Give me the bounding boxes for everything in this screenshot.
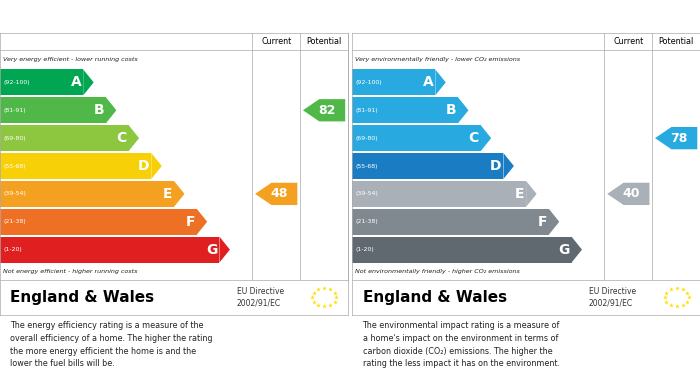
Bar [0,181,174,207]
Text: (39-54): (39-54) [4,191,27,196]
Polygon shape [526,181,537,207]
Text: B: B [94,103,104,117]
Text: C: C [117,131,127,145]
Polygon shape [255,183,298,205]
Text: A: A [423,75,433,90]
Text: D: D [490,159,502,173]
Text: EU Directive
2002/91/EC: EU Directive 2002/91/EC [237,287,284,308]
Text: Environmental Impact (CO₂) Rating: Environmental Impact (CO₂) Rating [359,10,621,23]
Text: 82: 82 [318,104,335,117]
Text: 48: 48 [270,187,288,200]
Text: B: B [446,103,456,117]
Text: D: D [138,159,150,173]
Polygon shape [174,181,185,207]
Polygon shape [655,127,697,149]
Bar [352,153,503,179]
Polygon shape [549,209,559,235]
Polygon shape [458,97,468,123]
Text: C: C [469,131,479,145]
Text: Current: Current [613,37,643,46]
Text: (21-38): (21-38) [4,219,26,224]
Text: (92-100): (92-100) [4,80,30,85]
Text: E: E [515,187,524,201]
Bar [352,97,458,123]
Text: (69-80): (69-80) [356,136,378,141]
Text: 78: 78 [670,132,687,145]
Bar [0,237,219,263]
Bar [352,125,481,151]
Polygon shape [503,153,514,179]
Text: Potential: Potential [307,37,342,46]
Text: E: E [163,187,172,201]
Text: F: F [186,215,195,229]
Text: The energy efficiency rating is a measure of the
overall efficiency of a home. T: The energy efficiency rating is a measur… [10,321,213,368]
Bar [0,97,106,123]
Text: F: F [538,215,547,229]
Text: (1-20): (1-20) [4,247,22,252]
Polygon shape [481,125,491,151]
Text: (55-68): (55-68) [356,163,378,169]
Bar [0,153,151,179]
Text: Very environmentally friendly - lower CO₂ emissions: Very environmentally friendly - lower CO… [355,57,520,62]
Text: (55-68): (55-68) [4,163,26,169]
Polygon shape [607,183,650,205]
Text: (92-100): (92-100) [356,80,382,85]
Polygon shape [106,97,116,123]
Bar [0,209,197,235]
Polygon shape [151,153,162,179]
Text: Energy Efficiency Rating: Energy Efficiency Rating [7,10,190,23]
Text: (81-91): (81-91) [4,108,26,113]
Text: EU Directive
2002/91/EC: EU Directive 2002/91/EC [589,287,636,308]
Text: Potential: Potential [659,37,694,46]
Text: 40: 40 [622,187,640,200]
Text: G: G [559,243,570,256]
Text: England & Wales: England & Wales [363,290,507,305]
Text: (69-80): (69-80) [4,136,26,141]
Text: (81-91): (81-91) [356,108,378,113]
Polygon shape [219,237,230,263]
Polygon shape [571,237,582,263]
Text: Not environmentally friendly - higher CO₂ emissions: Not environmentally friendly - higher CO… [355,269,520,274]
Bar [0,125,129,151]
Text: (1-20): (1-20) [356,247,375,252]
Polygon shape [435,70,446,95]
Text: Not energy efficient - higher running costs: Not energy efficient - higher running co… [3,269,137,274]
Polygon shape [197,209,207,235]
Bar [352,209,549,235]
Text: Current: Current [261,37,291,46]
Text: G: G [206,243,218,256]
Polygon shape [83,70,94,95]
Text: England & Wales: England & Wales [10,290,155,305]
Bar [0,70,83,95]
Bar [352,70,435,95]
Bar [352,181,526,207]
Text: Very energy efficient - lower running costs: Very energy efficient - lower running co… [3,57,137,62]
Text: The environmental impact rating is a measure of
a home's impact on the environme: The environmental impact rating is a mea… [363,321,560,368]
Text: (39-54): (39-54) [356,191,379,196]
Polygon shape [129,125,139,151]
Bar [352,237,571,263]
Text: A: A [71,75,81,90]
Text: (21-38): (21-38) [356,219,378,224]
Polygon shape [303,99,345,122]
